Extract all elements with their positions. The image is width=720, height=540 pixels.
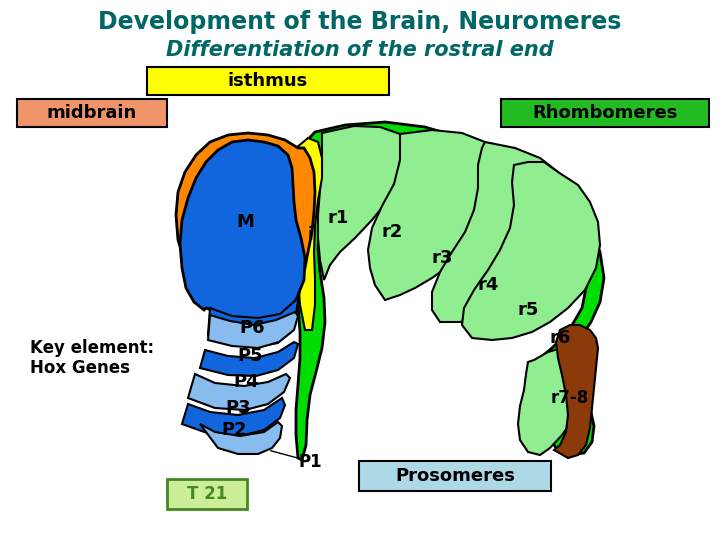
Text: P5: P5: [237, 347, 263, 365]
Polygon shape: [200, 342, 298, 376]
Text: P4: P4: [233, 373, 258, 391]
Text: r5: r5: [517, 301, 539, 319]
Text: Key element:: Key element:: [30, 339, 154, 357]
Text: P2: P2: [221, 421, 247, 439]
Text: r6: r6: [549, 329, 571, 347]
Text: P1: P1: [298, 453, 322, 471]
Polygon shape: [518, 348, 585, 455]
Polygon shape: [296, 122, 604, 460]
Polygon shape: [368, 130, 502, 300]
FancyBboxPatch shape: [167, 479, 247, 509]
Polygon shape: [208, 290, 300, 347]
Text: P3: P3: [225, 399, 251, 417]
Text: midbrain: midbrain: [47, 104, 137, 122]
Text: Rhombomeres: Rhombomeres: [532, 104, 678, 122]
Polygon shape: [176, 133, 315, 310]
Text: i: i: [307, 226, 312, 244]
Polygon shape: [462, 162, 600, 340]
Polygon shape: [180, 140, 305, 322]
Polygon shape: [208, 312, 298, 348]
Text: Development of the Brain, Neuromeres: Development of the Brain, Neuromeres: [99, 10, 621, 34]
Polygon shape: [182, 398, 285, 436]
FancyBboxPatch shape: [359, 461, 551, 491]
Text: M: M: [236, 213, 254, 231]
Text: T 21: T 21: [187, 485, 227, 503]
FancyBboxPatch shape: [147, 67, 389, 95]
Text: Prosomeres: Prosomeres: [395, 467, 515, 485]
FancyBboxPatch shape: [501, 99, 709, 127]
Polygon shape: [318, 126, 405, 280]
Polygon shape: [188, 374, 290, 410]
Text: r4: r4: [477, 276, 499, 294]
Text: isthmus: isthmus: [228, 72, 308, 90]
Text: r2: r2: [382, 223, 402, 241]
Text: Hox Genes: Hox Genes: [30, 359, 130, 377]
Text: r1: r1: [328, 209, 348, 227]
Polygon shape: [296, 138, 322, 330]
Text: Differentiation of the rostral end: Differentiation of the rostral end: [166, 40, 554, 60]
FancyBboxPatch shape: [17, 99, 167, 127]
Text: P6: P6: [239, 319, 265, 337]
Polygon shape: [200, 422, 282, 454]
Polygon shape: [432, 142, 572, 322]
Text: r3: r3: [431, 249, 453, 267]
Polygon shape: [554, 325, 598, 458]
Text: r7-8: r7-8: [551, 389, 589, 407]
